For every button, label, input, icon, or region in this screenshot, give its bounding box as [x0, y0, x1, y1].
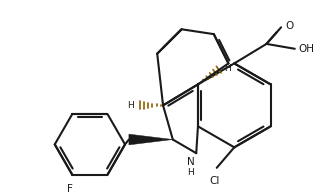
Text: N: N	[187, 157, 194, 167]
Text: H: H	[224, 64, 231, 73]
Text: H: H	[127, 101, 134, 110]
Polygon shape	[129, 134, 173, 145]
Text: H: H	[187, 168, 194, 177]
Text: Cl: Cl	[210, 176, 220, 186]
Text: O: O	[285, 21, 293, 31]
Text: OH: OH	[299, 44, 315, 54]
Text: F: F	[68, 184, 73, 194]
